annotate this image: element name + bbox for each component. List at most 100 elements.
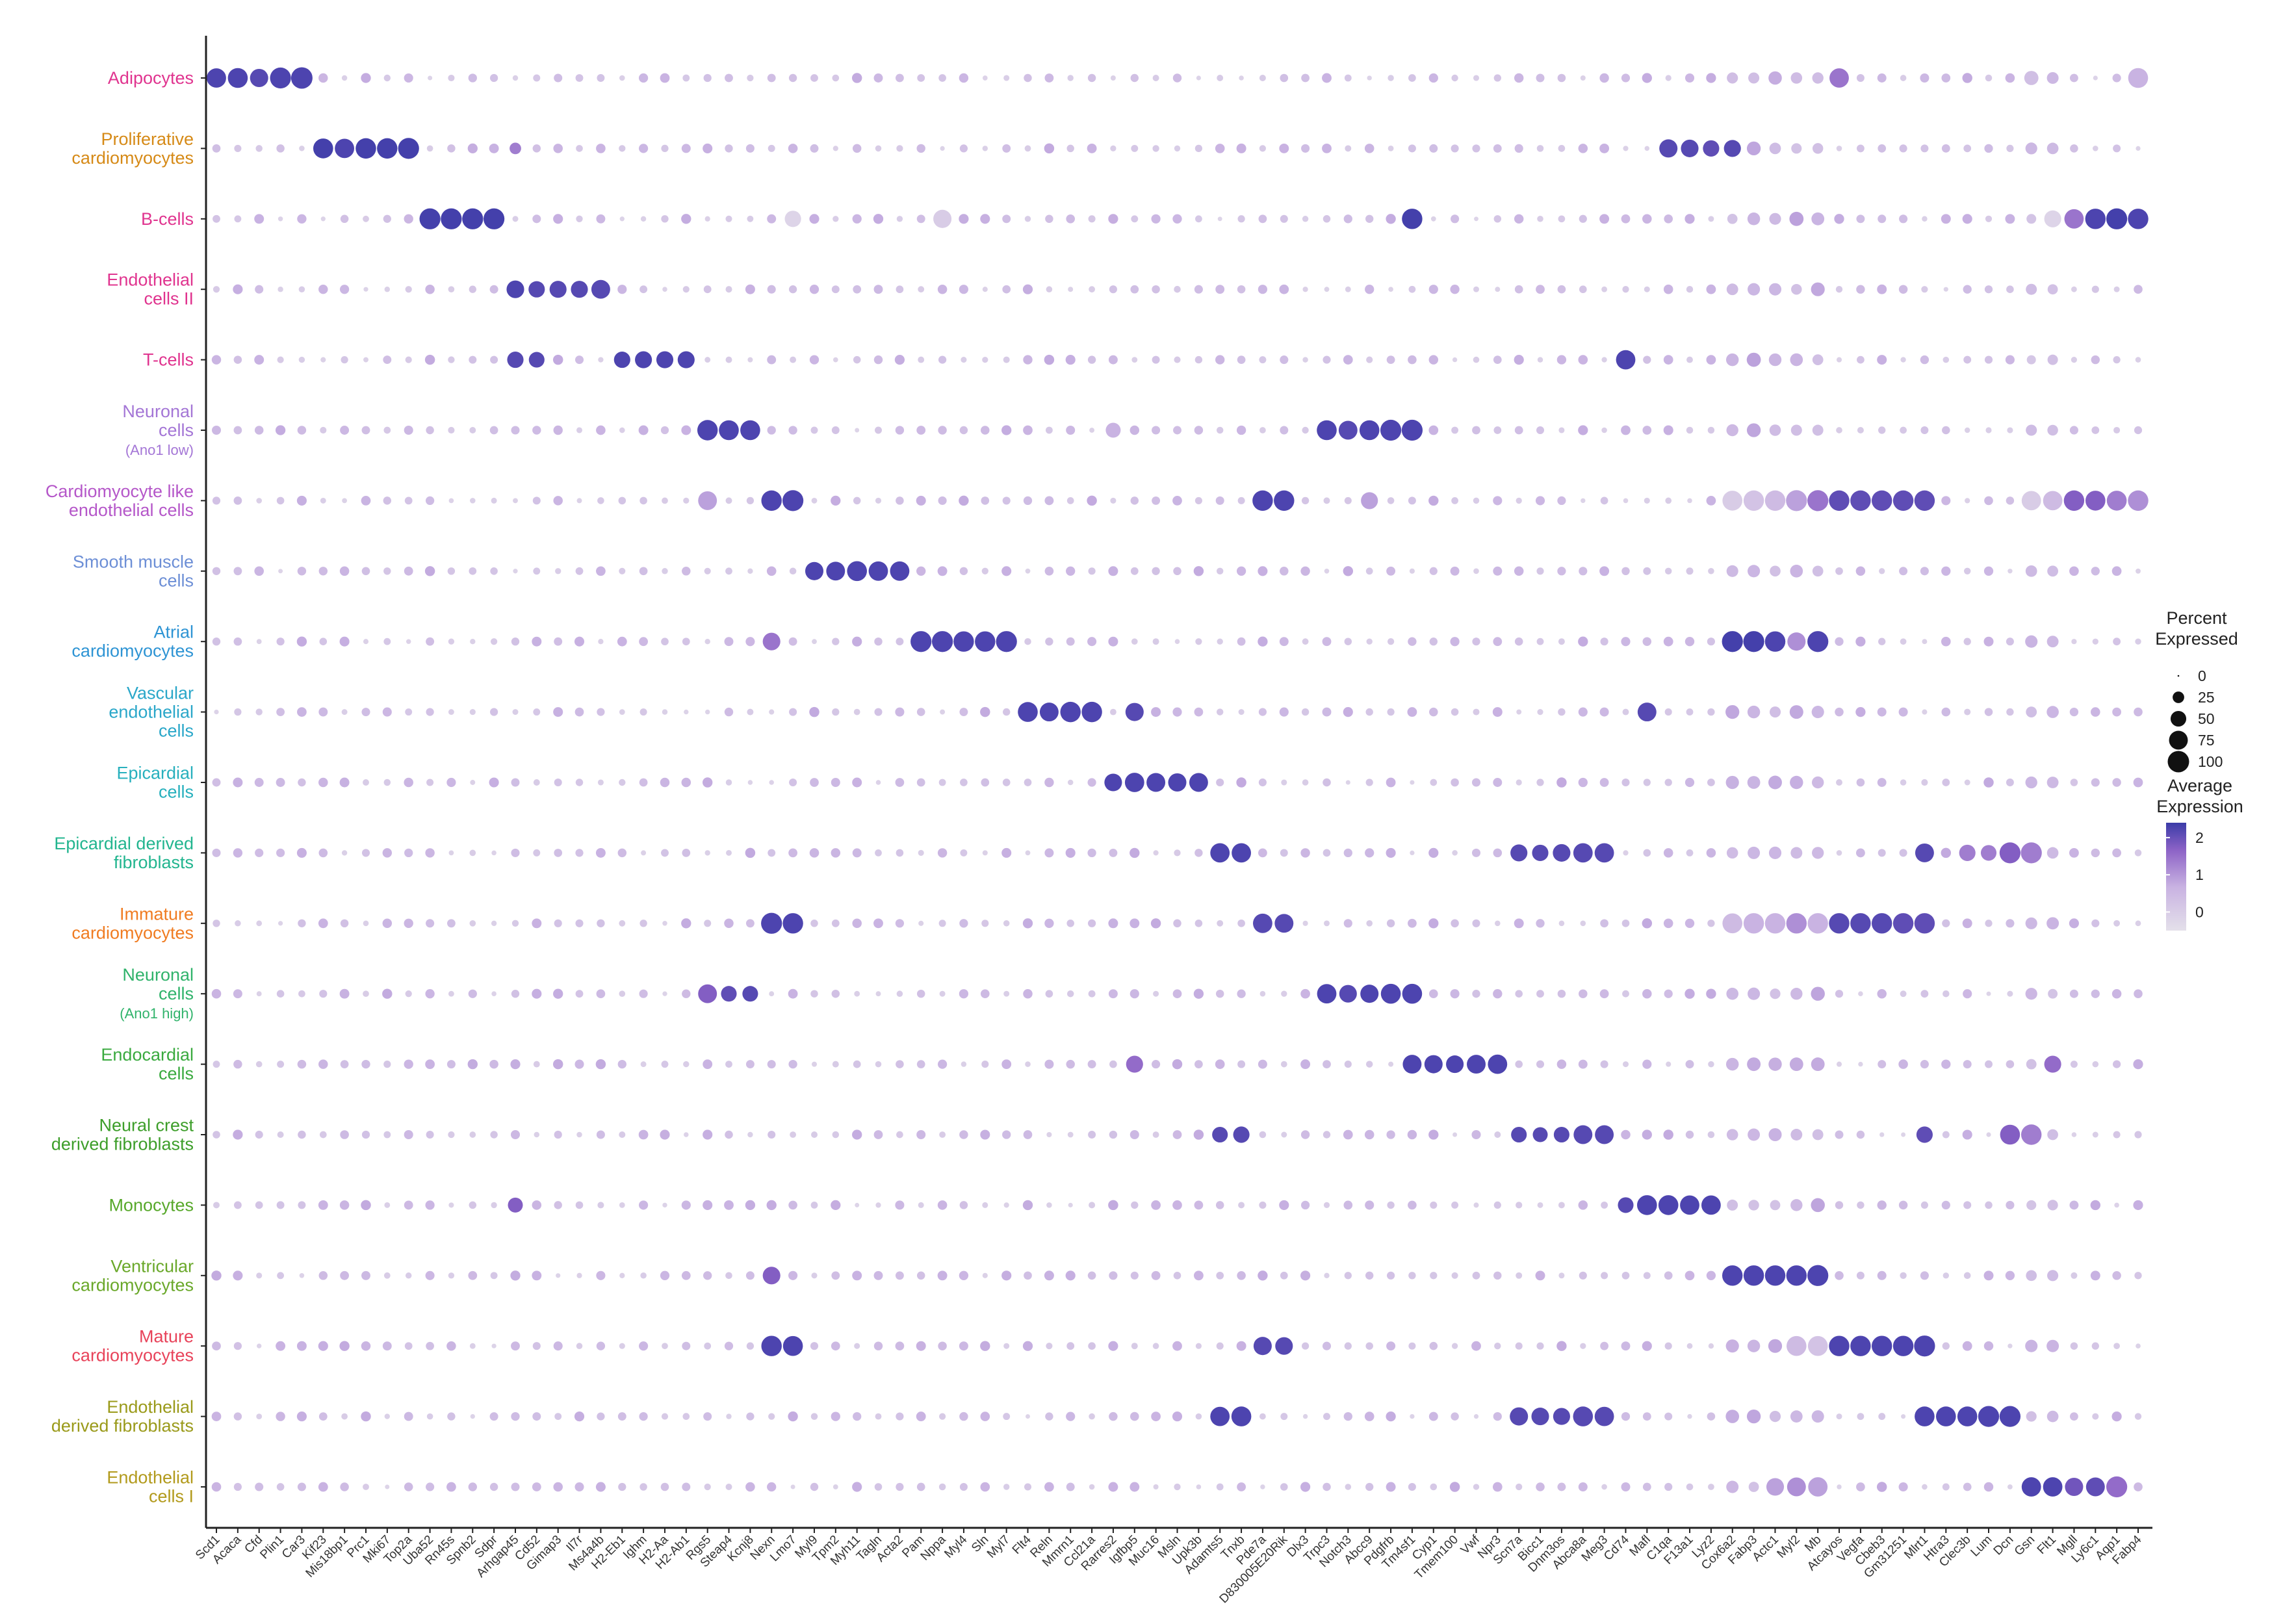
dot-Aqp1-row18 (2113, 1343, 2120, 1350)
dot-Myl4-row20 (959, 1482, 968, 1491)
dot-Npr3-row3 (1495, 287, 1501, 292)
dot-Gimap3-row20 (553, 1482, 563, 1492)
dot-Bicc1-row20 (1536, 1482, 1545, 1491)
dot-C1qa-row20 (1664, 1482, 1673, 1491)
dot-Pdgfrb-row16 (1387, 1201, 1395, 1209)
dot-H2-Eb1-row17 (619, 1272, 625, 1278)
row-label-15-line0: Neural crest (99, 1116, 194, 1135)
dot-Dnm3os-row12 (1558, 920, 1565, 927)
dot-Rn45s-row14 (446, 1060, 456, 1069)
dot-Pam-row4 (918, 356, 925, 363)
dot-Cyp1-row16 (1430, 1201, 1438, 1209)
dot-Sln-row17 (982, 1272, 988, 1278)
dot-Myl7-row9 (1003, 708, 1011, 716)
dot-Myl9-row10 (810, 778, 819, 787)
dot-Notch3-row10 (1345, 780, 1350, 785)
dot-Ms4a4b-row14 (595, 1059, 606, 1070)
dot-Cyp1-row12 (1428, 918, 1439, 929)
dot-Atcayos-row4 (1836, 357, 1842, 363)
dot-Gsn-row17 (2026, 1270, 2037, 1282)
dot-Kif23-row19 (318, 1412, 328, 1421)
dot-H2-Aa-row11 (661, 849, 669, 857)
row-label-4-line0: T-cells (143, 350, 194, 370)
dot-Nexn-row9 (769, 709, 775, 715)
dot-Rgs5-row19 (703, 1412, 712, 1421)
dot-Scn7a-row0 (1514, 73, 1524, 83)
dot-Kif23-row17 (318, 1271, 328, 1280)
dot-Igfbp5-row5 (1130, 425, 1140, 435)
dot-Steap4-row4 (725, 356, 732, 363)
dot-Acaca-row13 (233, 989, 242, 999)
dot-Msln-row8 (1174, 639, 1180, 645)
dot-Uba52-row7 (424, 566, 435, 576)
dot-Kcnj8-row5 (740, 420, 760, 441)
dot-Myl9-row6 (811, 497, 818, 504)
dot-Meg3-row10 (1599, 778, 1609, 787)
dot-Mafl-row5 (1642, 426, 1652, 435)
dot-Pdgfrb-row15 (1386, 1130, 1395, 1139)
dot-Nexn-row4 (767, 355, 777, 365)
dot-Pdgfrb-row3 (1388, 287, 1393, 292)
dot-Adamts5-row7 (1216, 567, 1224, 575)
dot-Plin1-row12 (278, 921, 283, 926)
dot-Dcn-row18 (2007, 1343, 2013, 1348)
dot-Mafl-row20 (1642, 1482, 1651, 1491)
dot-Kif23-row13 (319, 990, 328, 998)
dot-Acta2-row14 (896, 1060, 904, 1068)
dot-Pam-row16 (918, 1202, 924, 1208)
dot-C1qa-row18 (1664, 1342, 1672, 1350)
dot-Mb-row16 (1811, 1198, 1825, 1213)
dot-Ms4a4b-row12 (597, 919, 605, 927)
dot-Lmo7-row10 (789, 779, 797, 786)
dot-F13a1-row17 (1685, 1270, 1695, 1281)
dot-Sln-row11 (982, 850, 988, 856)
dot-Dlx3-row6 (1301, 496, 1310, 505)
dot-Tagln-row20 (874, 1483, 883, 1491)
dot-Il7r-row9 (574, 707, 584, 717)
dot-Muc16-row11 (1153, 850, 1159, 856)
dot-Abca8a-row9 (1578, 707, 1588, 717)
dot-Pde7a-row0 (1259, 74, 1266, 82)
dot-Tagln-row1 (875, 145, 882, 152)
dot-Steap4-row15 (725, 1130, 733, 1139)
dot-Myl9-row18 (810, 1342, 819, 1350)
dot-Vegfa-row15 (1856, 1130, 1865, 1139)
dot-Mlrt1-row9 (1922, 709, 1928, 715)
dot-Tmem100-row1 (1451, 144, 1459, 153)
dot-Reln-row5 (1046, 426, 1053, 434)
dot-Uba52-row9 (426, 708, 434, 716)
dot-Acta2-row4 (894, 354, 905, 365)
dot-Vwf-row13 (1472, 990, 1480, 998)
dot-Clec3b-row9 (1964, 708, 1971, 715)
row-label-9-line1: endothelial (109, 702, 194, 722)
dot-Clec3b-row14 (1963, 1060, 1972, 1069)
dot-Mgll-row14 (2070, 1061, 2078, 1068)
dot-Cd52-row18 (532, 1342, 541, 1350)
row-label-8-line1: cardiomyocytes (71, 641, 194, 661)
dot-Kcnj8-row20 (745, 1482, 755, 1492)
dot-Mlrt1-row15 (1916, 1126, 1933, 1143)
dot-Tpm2-row13 (831, 989, 840, 998)
dot-Gimap3-row0 (554, 73, 563, 83)
dot-Tpm2-row4 (833, 357, 838, 363)
dot-Dnm3os-row2 (1558, 215, 1566, 223)
dot-Dcn-row7 (2007, 569, 2013, 574)
dot-Abca8a-row11 (1573, 843, 1593, 863)
dot-Scn7a-row8 (1514, 637, 1523, 646)
dot-Pde7a-row3 (1258, 285, 1268, 294)
dot-Mlrt1-row11 (1915, 843, 1934, 862)
dot-Tpm2-row11 (831, 848, 841, 858)
dot-Dnm3os-row7 (1557, 567, 1566, 576)
dot-Myl9-row5 (810, 426, 818, 434)
dot-Nexn-row0 (767, 73, 776, 83)
dot-Scd1-row11 (212, 848, 221, 857)
dot-Flt1-row17 (2047, 1270, 2059, 1282)
dot-Nppa-row18 (938, 1341, 947, 1350)
dot-Dcn-row17 (2005, 1270, 2015, 1280)
dot-Lmo7-row13 (788, 988, 798, 999)
dot-Bicc1-row10 (1536, 779, 1544, 786)
color-legend-label-1: 1 (2195, 866, 2204, 883)
dot-Gsn-row20 (2021, 1477, 2041, 1497)
dot-Actc1-row0 (1768, 71, 1782, 85)
dot-Cbeb3-row0 (1877, 73, 1887, 83)
